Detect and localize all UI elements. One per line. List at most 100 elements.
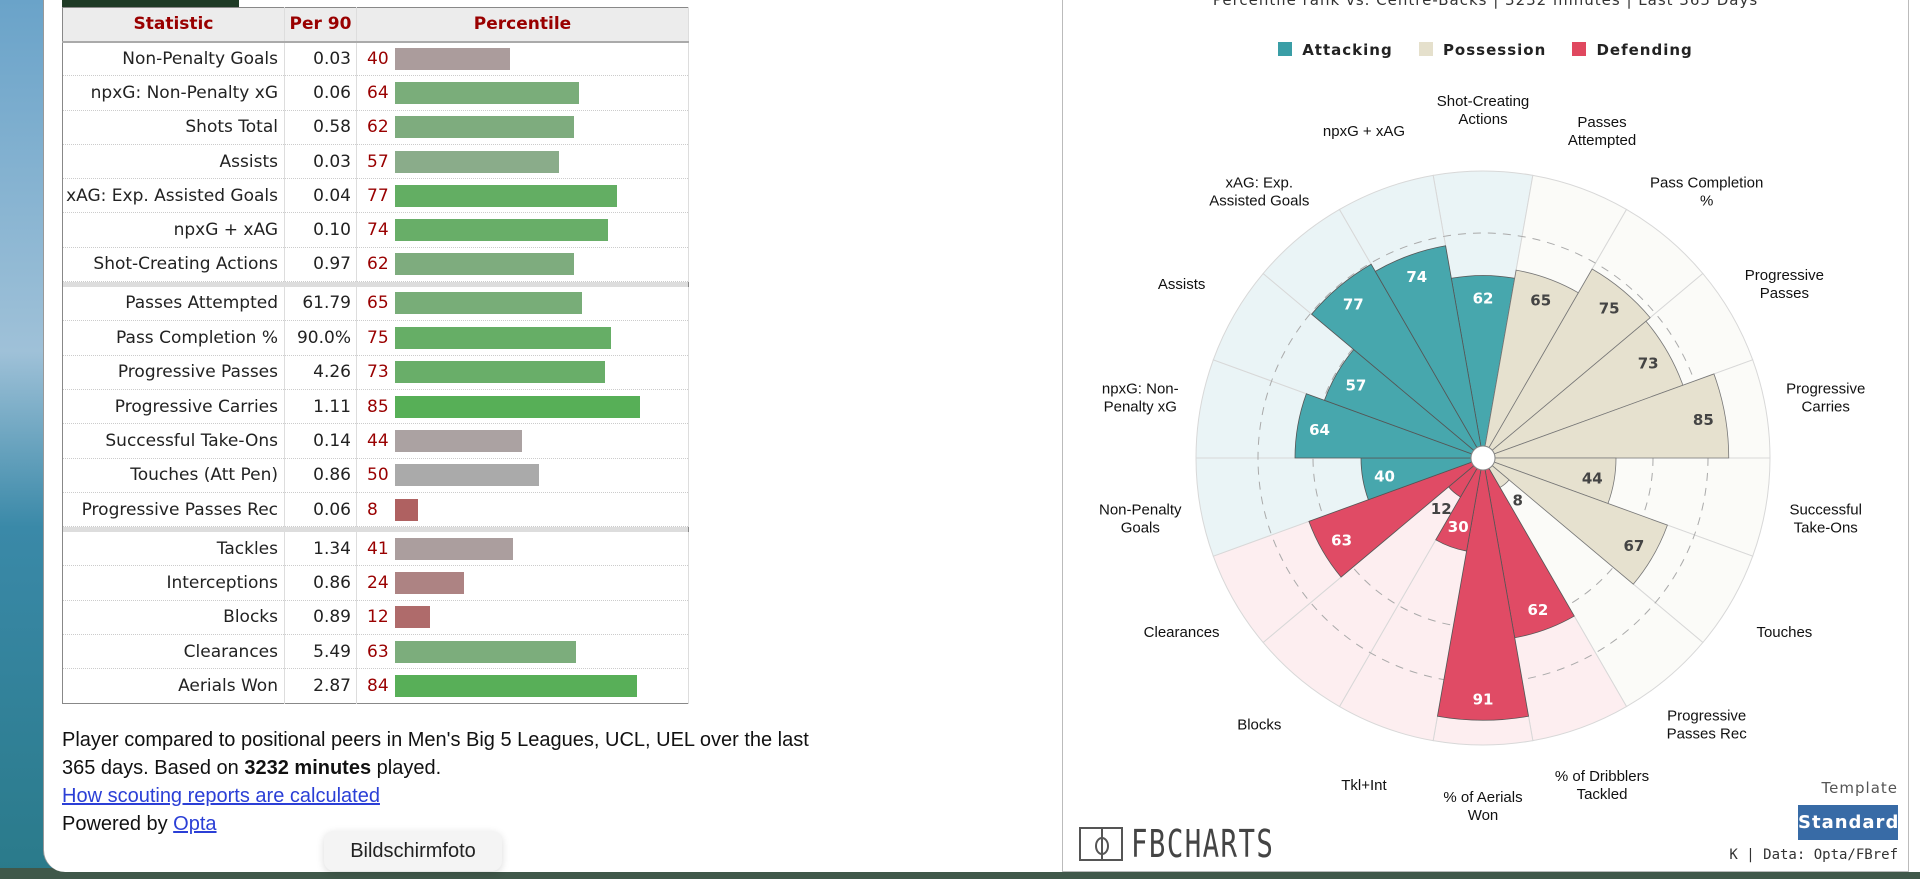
per90-value: 0.86	[284, 458, 357, 493]
per90-value: 0.89	[284, 600, 357, 636]
note-text: Player compared to positional peers in M…	[62, 726, 822, 782]
percentile-value: 24	[367, 573, 389, 594]
per90-value: 5.49	[284, 634, 357, 670]
logo-text: FBCHARTS	[1131, 822, 1275, 866]
slice-axis-label: npxG + xAG	[1323, 123, 1405, 140]
slice-axis-label: Shot-Creating Actions	[1437, 93, 1530, 128]
stat-name: Aerials Won	[62, 668, 285, 704]
percentile-cell: 65	[356, 286, 689, 322]
per90-value: 0.03	[284, 41, 357, 77]
per90-value: 0.58	[284, 110, 357, 145]
percentile-cell: 24	[356, 565, 689, 601]
per90-value: 90.0%	[284, 320, 357, 356]
slice-axis-label: Blocks	[1237, 717, 1281, 734]
stat-name: Shot-Creating Actions	[62, 247, 285, 283]
table-row: Progressive Carries 1.11 85	[62, 389, 689, 425]
report-note: Player compared to positional peers in M…	[62, 726, 822, 838]
slice-value-label: 40	[1374, 467, 1395, 485]
percentile-cell: 77	[356, 178, 689, 214]
percentile-bar	[395, 572, 465, 595]
legend-label: Attacking	[1302, 41, 1393, 59]
slice-value-label: 30	[1448, 518, 1469, 536]
percentile-value: 63	[367, 641, 389, 662]
table-row: Non-Penalty Goals 0.03 40	[62, 41, 689, 77]
table-row: xAG: Exp. Assisted Goals 0.04 77	[62, 178, 689, 214]
legend-label: Defending	[1596, 41, 1693, 59]
table-row: Pass Completion % 90.0% 75	[62, 320, 689, 356]
stat-name: Progressive Carries	[62, 389, 285, 425]
slice-axis-label: xAG: Exp. Assisted Goals	[1209, 174, 1309, 209]
table-row: Aerials Won 2.87 84	[62, 668, 689, 704]
percentile-bar	[395, 361, 606, 384]
stat-name: Blocks	[62, 600, 285, 636]
percentile-cell: 12	[356, 600, 689, 636]
stat-name: npxG: Non-Penalty xG	[62, 75, 285, 111]
slice-value-label: 8	[1512, 491, 1522, 509]
per90-value: 2.87	[284, 668, 357, 704]
percentile-value: 40	[367, 48, 389, 69]
table-row: Shots Total 0.58 62	[62, 110, 689, 145]
per90-value: 0.97	[284, 247, 357, 283]
per90-value: 0.06	[284, 492, 357, 528]
slice-value-label: 67	[1623, 537, 1644, 555]
stat-name: Clearances	[62, 634, 285, 670]
per90-value: 0.10	[284, 212, 357, 248]
table-row: Blocks 0.89 12	[62, 600, 689, 636]
percentile-bar	[395, 219, 609, 242]
table-row: npxG: Non-Penalty xG 0.06 64	[62, 75, 689, 111]
slice-axis-label: Progressive Carries	[1786, 381, 1865, 416]
slice-axis-label: Assists	[1158, 276, 1206, 293]
header-statistic[interactable]: Statistic	[62, 7, 285, 43]
percentile-bar	[395, 253, 574, 276]
template-label: Template	[1821, 779, 1898, 797]
opta-link[interactable]: Opta	[173, 813, 217, 835]
table-row: Shot-Creating Actions 0.97 62	[62, 247, 689, 283]
stat-name: Shots Total	[62, 110, 285, 145]
legend-possession: Possession	[1418, 41, 1547, 59]
table-row: Touches (Att Pen) 0.86 50	[62, 458, 689, 493]
percentile-bar	[395, 184, 617, 207]
percentile-value: 74	[367, 220, 389, 241]
stat-name: Passes Attempted	[62, 286, 285, 322]
note-line-end: played.	[371, 757, 442, 779]
percentile-cell: 64	[356, 75, 689, 111]
per90-value: 0.86	[284, 565, 357, 601]
percentile-cell: 57	[356, 144, 689, 180]
slice-value-label: 75	[1599, 300, 1620, 318]
percentile-value: 77	[367, 185, 389, 206]
legend-swatch-attacking	[1278, 42, 1293, 56]
slice-value-label: 12	[1431, 500, 1452, 518]
stat-name: Pass Completion %	[62, 320, 285, 356]
percentile-value: 41	[367, 538, 389, 559]
slice-axis-label: Passes Attempted	[1568, 114, 1636, 149]
header-percentile[interactable]: Percentile	[356, 7, 689, 43]
percentile-cell: 8	[356, 492, 689, 528]
group-separator	[62, 281, 689, 287]
slice-value-label: 44	[1582, 469, 1603, 487]
percentile-bar	[395, 537, 514, 560]
slice-axis-label: Non-Penalty Goals	[1099, 501, 1182, 536]
slice-value-label: 62	[1473, 290, 1494, 308]
per90-value: 1.11	[284, 389, 357, 425]
percentile-cell: 75	[356, 320, 689, 356]
table-row: Progressive Passes Rec 0.06 8	[62, 492, 689, 528]
slice-axis-label: Tkl+Int	[1341, 777, 1387, 794]
percentile-cell: 62	[356, 247, 689, 283]
active-tab-indicator[interactable]	[62, 0, 239, 7]
scouting-methodology-link[interactable]: How scouting reports are calculated	[62, 785, 380, 807]
legend-label: Possession	[1442, 41, 1547, 59]
percentile-value: 73	[367, 362, 389, 383]
table-row: Progressive Passes 4.26 73	[62, 355, 689, 390]
percentile-bar	[395, 429, 522, 452]
template-standard-button[interactable]: Standard	[1798, 805, 1898, 840]
chart-legend: Attacking Possession Defending	[1063, 41, 1908, 59]
data-credit: K | Data: Opta/FBref	[1729, 847, 1898, 863]
slice-axis-label: Pass Completion%	[1650, 174, 1763, 209]
slice-axis-label: % of Aerials Won	[1443, 789, 1522, 824]
screenshot-tooltip: Bildschirmfoto	[324, 831, 502, 871]
table-row: Successful Take-Ons 0.14 44	[62, 423, 689, 459]
header-per90[interactable]: Per 90	[284, 7, 357, 43]
group-separator	[62, 526, 689, 532]
table-row: Tackles 1.34 41	[62, 531, 689, 567]
percentile-cell: 40	[356, 41, 689, 77]
